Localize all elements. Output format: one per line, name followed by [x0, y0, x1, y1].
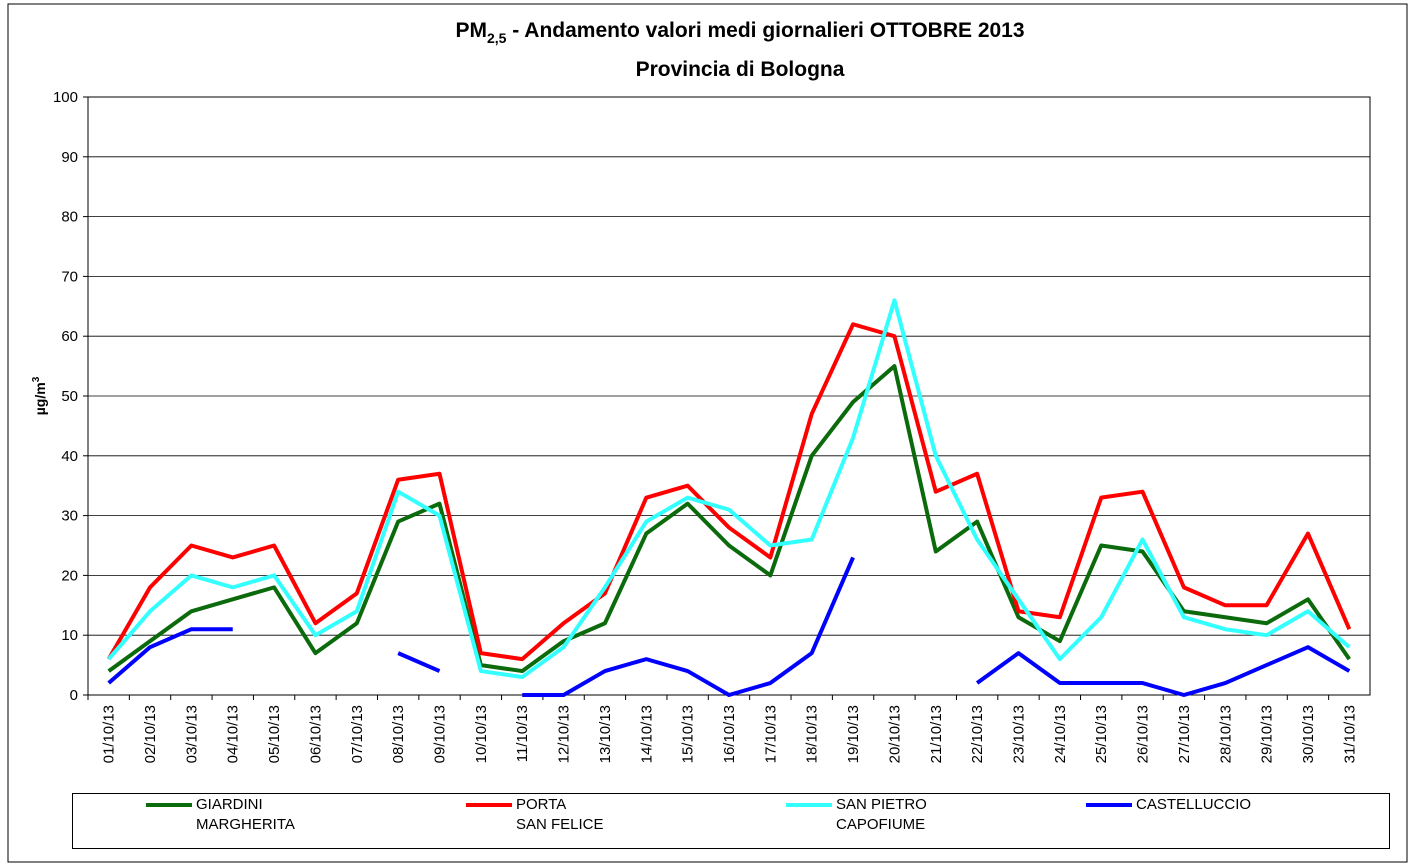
legend-swatch: [466, 803, 512, 807]
x-tick-label: 28/10/13: [1217, 705, 1234, 763]
series-line: [107, 364, 1351, 674]
chart-title: PM2,5 - Andamento valori medi giornalier…: [455, 19, 1024, 46]
x-tick-label: 22/10/13: [969, 705, 986, 763]
y-tick-label: 30: [61, 508, 78, 525]
legend-swatch: [1086, 803, 1132, 807]
x-tick-label: 23/10/13: [1010, 705, 1027, 763]
x-tick-label: 09/10/13: [432, 705, 449, 763]
y-label-text: µg/m: [32, 382, 48, 415]
x-tick-label: 29/10/13: [1259, 705, 1276, 763]
title-sub: 2,5: [487, 30, 507, 46]
y-tick-label: 0: [70, 687, 78, 704]
y-tick-label: 10: [61, 627, 78, 644]
x-tick-label: 30/10/13: [1300, 705, 1317, 763]
x-tick-label: 02/10/13: [142, 705, 159, 763]
chart-border: [7, 3, 1408, 863]
x-tick-label: 25/10/13: [1093, 705, 1110, 763]
title-main: PM: [455, 19, 487, 42]
x-tick-label: 24/10/13: [1052, 705, 1069, 763]
x-tick-label: 16/10/13: [721, 705, 738, 763]
x-tick-label: 01/10/13: [101, 705, 118, 763]
x-tick-label: 13/10/13: [597, 705, 614, 763]
y-tick-label: 70: [61, 268, 78, 285]
x-tick-label: 10/10/13: [473, 705, 490, 763]
y-tick-label: 80: [61, 209, 78, 226]
legend-swatch: [146, 803, 192, 807]
legend-label: GIARDINI MARGHERITA: [196, 796, 295, 833]
legend-label: PORTA SAN FELICE: [516, 796, 604, 833]
x-tick-label: 17/10/13: [762, 705, 779, 763]
x-tick-label: 31/10/13: [1341, 705, 1358, 763]
y-tick-label: 50: [61, 388, 78, 405]
x-tick-label: 05/10/13: [266, 705, 283, 763]
x-tick-label: 18/10/13: [804, 705, 821, 763]
y-tick-label: 40: [61, 448, 78, 465]
x-tick-label: 07/10/13: [349, 705, 366, 763]
x-tick-label: 03/10/13: [183, 705, 200, 763]
legend-label: CASTELLUCCIO: [1136, 796, 1252, 813]
y-label-sup: 3: [31, 376, 42, 382]
title-rest: - Andamento valori medi giornalieri OTTO…: [506, 19, 1024, 42]
legend-swatch: [786, 803, 832, 807]
y-tick-label: 100: [53, 89, 78, 106]
x-tick-label: 26/10/13: [1135, 705, 1152, 763]
x-tick-label: 15/10/13: [680, 705, 697, 763]
x-tick-label: 20/10/13: [886, 705, 903, 763]
x-tick-label: 04/10/13: [225, 705, 242, 763]
y-axis-label: µg/m3: [31, 376, 48, 415]
x-tick-label: 21/10/13: [928, 705, 945, 763]
x-tick-label: 14/10/13: [638, 705, 655, 763]
x-tick-label: 11/10/13: [514, 705, 531, 762]
legend-label: SAN PIETRO CAPOFIUME: [836, 796, 927, 833]
series-line: [106, 322, 1352, 662]
series-line: [107, 298, 1351, 680]
y-tick-label: 60: [61, 328, 78, 345]
x-tick-label: 27/10/13: [1176, 705, 1193, 763]
x-tick-label: 12/10/13: [556, 705, 573, 763]
x-tick-label: 08/10/13: [390, 705, 407, 763]
y-tick-label: 90: [61, 149, 78, 166]
series-line: [107, 556, 1351, 697]
chart-subtitle: Provincia di Bologna: [636, 58, 845, 81]
legend: GIARDINI MARGHERITA PORTA SAN FELICE SAN P…: [72, 793, 1390, 849]
x-tick-label: 19/10/13: [845, 705, 862, 763]
y-tick-label: 20: [61, 567, 78, 584]
x-tick-label: 06/10/13: [307, 705, 324, 763]
